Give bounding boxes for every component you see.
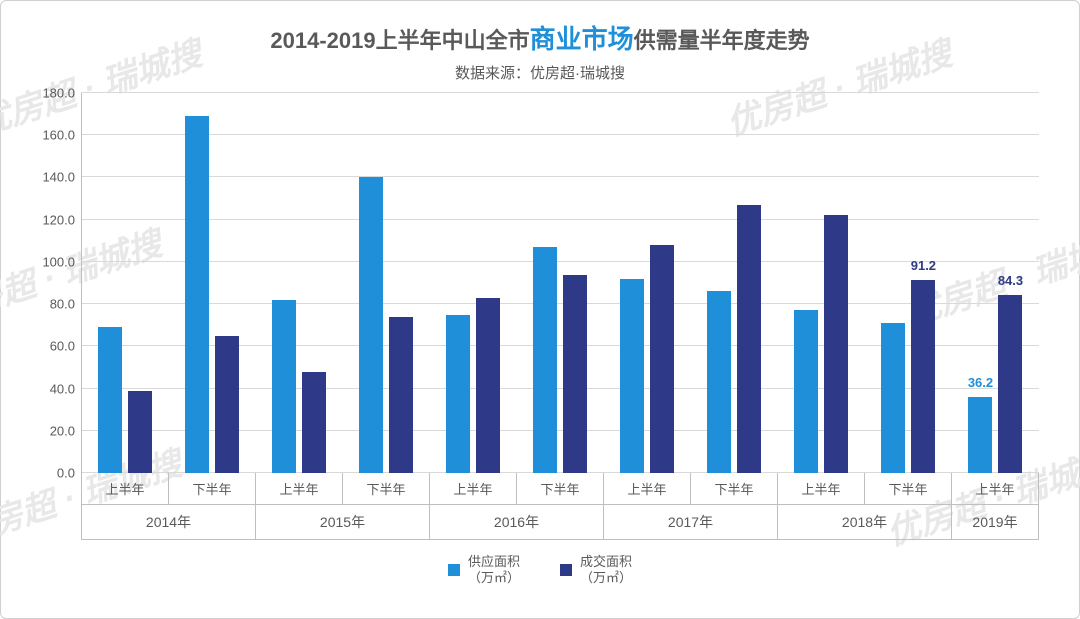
y-tick-label: 140.0 xyxy=(31,170,75,185)
y-tick-label: 160.0 xyxy=(31,128,75,143)
bar-group xyxy=(81,93,168,473)
chart-subtitle: 数据来源：优房超·瑞城搜 xyxy=(31,62,1049,83)
legend-swatch xyxy=(560,564,572,576)
title-prefix: 2014-2019上半年中山全市 xyxy=(270,28,529,53)
legend-label: 成交面积（万㎡） xyxy=(580,554,632,585)
deal-bar xyxy=(737,205,761,473)
bar-group xyxy=(168,93,255,473)
y-tick-label: 20.0 xyxy=(31,423,75,438)
x-axis: 上半年下半年上半年下半年上半年下半年上半年下半年上半年下半年上半年 2014年2… xyxy=(81,473,1039,540)
x-tick-year: 2017年 xyxy=(604,505,778,540)
supply-bar xyxy=(446,315,470,473)
y-tick-label: 60.0 xyxy=(31,339,75,354)
supply-bar xyxy=(272,300,296,473)
x-tick-half: 上半年 xyxy=(952,473,1039,505)
supply-bar xyxy=(620,279,644,473)
legend: 供应面积（万㎡） 成交面积（万㎡） xyxy=(31,554,1049,585)
x-tick-half: 下半年 xyxy=(517,473,604,505)
deal-bar: 91.2 xyxy=(911,280,935,473)
bar-group xyxy=(691,93,778,473)
bar-group xyxy=(429,93,516,473)
bar-group xyxy=(516,93,603,473)
supply-bar-label: 36.2 xyxy=(968,375,993,390)
x-tick-year: 2015年 xyxy=(256,505,430,540)
supply-bar xyxy=(185,116,209,473)
x-tick-half: 下半年 xyxy=(691,473,778,505)
supply-bar xyxy=(98,327,122,473)
x-tick-year: 2018年 xyxy=(778,505,952,540)
x-tick-year: 2016年 xyxy=(430,505,604,540)
y-tick-label: 100.0 xyxy=(31,254,75,269)
chart-container: 优房超 · 瑞城搜优房超 · 瑞城搜优房超 · 瑞城搜优房超 · 瑞城搜优房超 … xyxy=(0,0,1080,619)
x-tick-half: 上半年 xyxy=(82,473,169,505)
x-tick-year: 2014年 xyxy=(82,505,256,540)
x-tick-half: 下半年 xyxy=(169,473,256,505)
deal-bar-label: 84.3 xyxy=(998,273,1023,288)
y-axis: 0.020.040.060.080.0100.0120.0140.0160.01… xyxy=(31,93,81,473)
bar-group xyxy=(778,93,865,473)
x-tick-half: 上半年 xyxy=(430,473,517,505)
x-tick-year: 2019年 xyxy=(952,505,1039,540)
deal-bar-label: 91.2 xyxy=(911,258,936,273)
legend-item: 成交面积（万㎡） xyxy=(560,554,632,585)
legend-swatch xyxy=(448,564,460,576)
deal-bar xyxy=(302,372,326,473)
legend-item: 供应面积（万㎡） xyxy=(448,554,520,585)
deal-bar xyxy=(563,275,587,473)
chart-title: 2014-2019上半年中山全市商业市场供需量半年度走势 xyxy=(31,19,1049,56)
bar-group: 36.284.3 xyxy=(952,93,1039,473)
x-tick-half: 下半年 xyxy=(865,473,952,505)
supply-bar xyxy=(533,247,557,473)
y-tick-label: 0.0 xyxy=(31,466,75,481)
y-tick-label: 180.0 xyxy=(31,86,75,101)
x-axis-level1: 上半年下半年上半年下半年上半年下半年上半年下半年上半年下半年上半年 xyxy=(81,473,1039,505)
deal-bar xyxy=(128,391,152,473)
deal-bar xyxy=(824,215,848,473)
bar-group xyxy=(604,93,691,473)
y-tick-label: 80.0 xyxy=(31,297,75,312)
bar-group: 91.2 xyxy=(865,93,952,473)
supply-bar xyxy=(707,291,731,473)
x-tick-half: 上半年 xyxy=(604,473,691,505)
x-axis-level2: 2014年2015年2016年2017年2018年2019年 xyxy=(81,505,1039,540)
supply-bar xyxy=(359,177,383,473)
supply-bar xyxy=(794,310,818,473)
bars-layer: 91.236.284.3 xyxy=(81,93,1039,473)
title-suffix: 供需量半年度走势 xyxy=(634,28,810,53)
x-tick-half: 上半年 xyxy=(778,473,865,505)
plot-area: 0.020.040.060.080.0100.0120.0140.0160.01… xyxy=(81,93,1039,473)
bar-group xyxy=(342,93,429,473)
x-tick-half: 下半年 xyxy=(343,473,430,505)
bar-group xyxy=(255,93,342,473)
deal-bar xyxy=(650,245,674,473)
y-tick-label: 120.0 xyxy=(31,212,75,227)
supply-bar xyxy=(881,323,905,473)
deal-bar xyxy=(476,298,500,473)
supply-bar: 36.2 xyxy=(968,397,992,473)
deal-bar: 84.3 xyxy=(998,295,1022,473)
deal-bar xyxy=(215,336,239,473)
y-tick-label: 40.0 xyxy=(31,381,75,396)
title-highlight: 商业市场 xyxy=(530,24,634,54)
legend-label: 供应面积（万㎡） xyxy=(468,554,520,585)
deal-bar xyxy=(389,317,413,473)
x-tick-half: 上半年 xyxy=(256,473,343,505)
